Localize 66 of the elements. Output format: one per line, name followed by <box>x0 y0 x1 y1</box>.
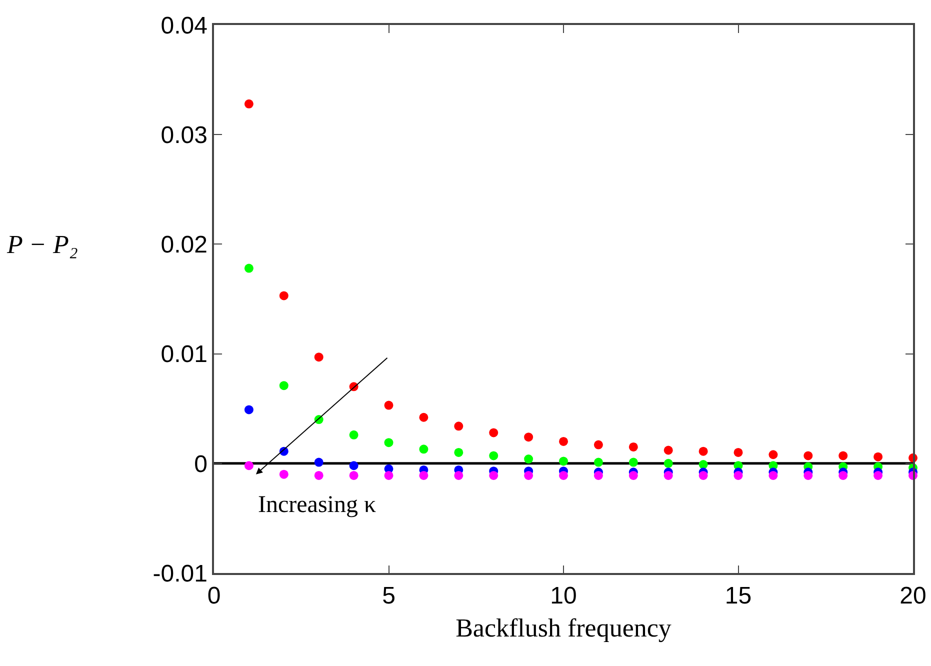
y-tick-label: 0.03 <box>160 122 208 149</box>
point <box>524 432 534 442</box>
point <box>698 446 708 456</box>
annotation: Increasing κ <box>258 492 376 518</box>
point <box>768 450 778 460</box>
point <box>279 381 288 390</box>
point <box>559 456 568 466</box>
point <box>314 470 324 480</box>
point <box>768 470 778 480</box>
point <box>314 352 324 362</box>
point <box>454 470 464 480</box>
y-axis-title: P − P₂ <box>6 230 78 259</box>
point <box>384 470 394 480</box>
point <box>489 428 498 438</box>
point <box>664 470 673 480</box>
point <box>419 444 428 454</box>
point <box>594 458 603 467</box>
x-tick-label: 5 <box>382 582 396 610</box>
point <box>734 448 743 457</box>
point <box>874 452 883 462</box>
point <box>384 438 394 448</box>
point <box>734 470 743 480</box>
y-tick-label: 0.02 <box>160 232 208 259</box>
y-tick-label: -0.01 <box>152 560 208 588</box>
x-tick-label: 15 <box>724 582 752 610</box>
point <box>489 470 498 480</box>
point <box>349 470 358 480</box>
point <box>349 430 358 440</box>
point <box>628 458 638 467</box>
point <box>454 422 464 431</box>
point <box>664 458 673 468</box>
point <box>489 451 498 460</box>
y-tick-label: 0.01 <box>160 341 208 368</box>
point <box>524 454 534 464</box>
point <box>419 412 428 422</box>
point <box>804 470 813 480</box>
point <box>874 470 883 480</box>
point <box>559 436 568 446</box>
point <box>594 440 603 450</box>
x-axis-title: Backflush frequency <box>456 614 672 643</box>
point <box>279 470 288 479</box>
point <box>454 448 464 457</box>
point <box>838 470 848 480</box>
point <box>628 470 638 480</box>
point <box>804 451 813 460</box>
point <box>314 458 324 467</box>
point <box>349 461 358 470</box>
x-tick-label: 20 <box>900 582 926 610</box>
point <box>559 470 568 480</box>
point <box>244 461 254 470</box>
y-tick-label: 0.04 <box>160 12 208 40</box>
x-tick-label: 10 <box>550 582 577 610</box>
y-tick-label: 0 <box>194 450 208 478</box>
point <box>524 470 534 480</box>
point <box>664 446 673 455</box>
point <box>838 451 848 460</box>
point <box>244 405 254 414</box>
point <box>244 264 254 273</box>
point <box>628 442 638 452</box>
point <box>419 470 428 480</box>
point <box>698 470 708 480</box>
point <box>279 291 288 300</box>
point <box>244 99 254 108</box>
point <box>698 460 708 469</box>
point <box>384 400 394 410</box>
point <box>594 470 603 480</box>
